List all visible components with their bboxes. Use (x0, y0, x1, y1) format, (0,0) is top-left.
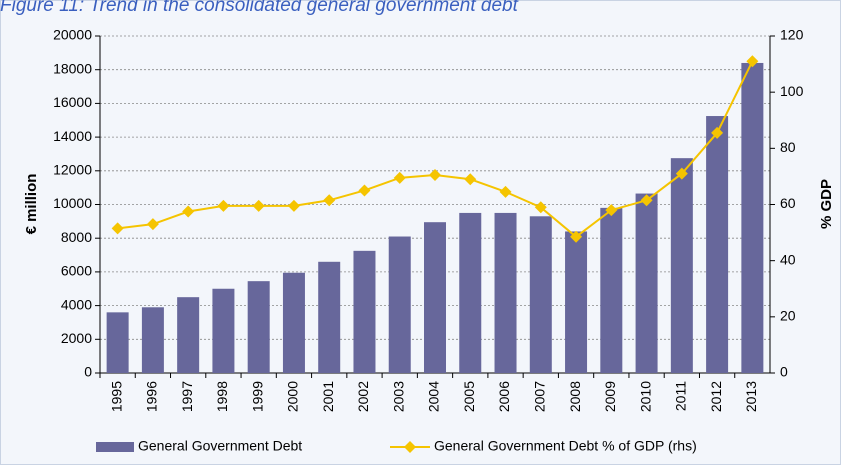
marker (111, 222, 124, 235)
y-tick-label: 10000 (53, 195, 92, 211)
x-tick-label: 2008 (567, 381, 583, 412)
bar (565, 231, 588, 373)
legend-label: General Government Debt % of GDP (rhs) (434, 438, 697, 454)
y2-tick-label: 80 (780, 139, 796, 155)
y-tick-label: 8000 (61, 229, 92, 245)
x-tick-label: 2012 (708, 381, 724, 412)
x-tick-label: 1998 (214, 381, 230, 412)
marker (217, 199, 230, 212)
x-tick-label: 2006 (496, 381, 512, 412)
x-tick-label: 2000 (285, 381, 301, 412)
marker (287, 199, 300, 212)
marker (711, 126, 724, 139)
y2-tick-label: 20 (780, 308, 796, 324)
y-tick-label: 4000 (61, 296, 92, 312)
bar (247, 281, 270, 373)
bar (212, 288, 235, 373)
bar (459, 212, 482, 373)
marker (358, 184, 371, 197)
marker (534, 201, 547, 214)
bar (741, 62, 764, 374)
x-tick-label: 2007 (531, 381, 547, 412)
y-tick-label: 0 (84, 364, 92, 380)
bar (282, 272, 305, 373)
bar (600, 207, 623, 373)
x-tick-label: 2011 (673, 381, 689, 411)
marker (570, 230, 583, 243)
marker (146, 218, 159, 231)
bar (635, 193, 658, 373)
y-tick-label: 12000 (53, 162, 92, 178)
marker (393, 171, 406, 184)
bar (388, 236, 411, 373)
bar (424, 222, 446, 373)
x-tick-label: 2010 (637, 381, 653, 412)
y-tick-label: 6000 (61, 263, 92, 279)
marker (429, 169, 441, 182)
marker (323, 194, 336, 207)
x-tick-label: 2005 (461, 381, 477, 412)
legend-swatch (404, 441, 416, 453)
x-tick-label: 1996 (144, 381, 160, 412)
bar (318, 261, 341, 373)
x-tick-label: 2001 (320, 381, 336, 412)
y2-tick-label: 60 (780, 195, 796, 211)
bar (529, 216, 552, 373)
bar (106, 312, 129, 373)
y2-axis-label: % GDP (818, 179, 835, 229)
marker (640, 194, 653, 207)
y-tick-label: 18000 (53, 60, 92, 76)
x-tick-label: 2009 (602, 381, 618, 412)
marker (499, 185, 512, 198)
bar (141, 307, 164, 373)
bar (353, 250, 376, 373)
chart-title: Figure 11: Trend in the consolidated gen… (0, 0, 519, 16)
y2-tick-label: 40 (780, 251, 796, 267)
marker (182, 205, 195, 218)
x-tick-label: 2003 (390, 381, 406, 412)
bar (494, 212, 517, 373)
marker (746, 55, 759, 68)
bar (670, 158, 693, 373)
marker (464, 173, 477, 186)
x-tick-label: 2013 (743, 381, 759, 412)
x-tick-label: 1997 (179, 381, 195, 412)
x-tick-label: 1995 (108, 381, 124, 412)
y-tick-label: 2000 (61, 330, 92, 346)
x-tick-label: 2004 (426, 381, 442, 412)
bar (177, 297, 200, 373)
marker (605, 204, 618, 217)
marker (675, 167, 688, 180)
legend-swatch (96, 442, 134, 452)
x-tick-label: 2002 (355, 381, 371, 412)
y2-tick-label: 100 (780, 83, 804, 99)
y-tick-label: 20000 (53, 27, 92, 43)
y-tick-label: 14000 (53, 128, 92, 144)
legend-label: General Government Debt (138, 438, 302, 454)
y-tick-label: 16000 (53, 94, 92, 110)
y-axis-label: € million (23, 174, 40, 235)
y2-tick-label: 120 (780, 27, 804, 43)
marker (252, 199, 265, 212)
bar (706, 116, 729, 373)
y2-tick-label: 0 (780, 364, 788, 380)
x-tick-label: 1999 (249, 381, 265, 412)
